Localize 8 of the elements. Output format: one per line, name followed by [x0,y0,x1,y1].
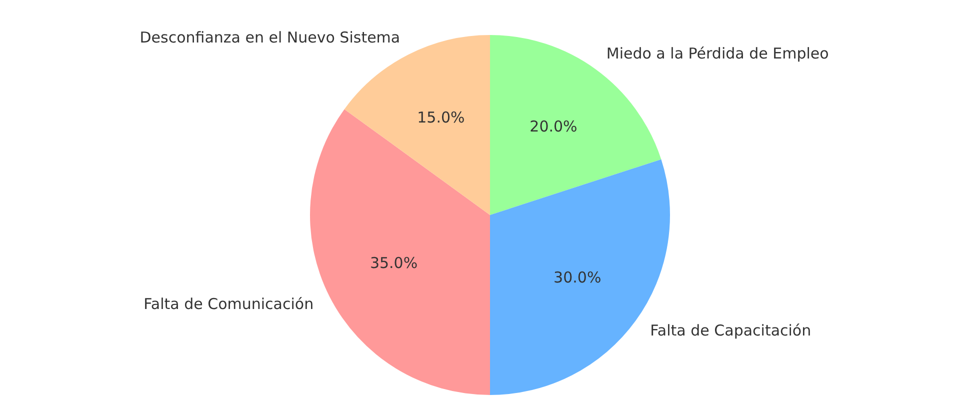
data-label: 20.0% [530,118,578,136]
slice-label: Falta de Comunicación [144,294,314,313]
slice-label: Miedo a la Pérdida de Empleo [606,44,829,63]
data-label: 35.0% [370,254,418,272]
data-label: 30.0% [554,268,602,286]
slice-label: Falta de Capacitación [650,321,812,340]
slice-label: Desconfianza en el Nuevo Sistema [140,28,400,46]
data-label: 15.0% [417,108,465,127]
